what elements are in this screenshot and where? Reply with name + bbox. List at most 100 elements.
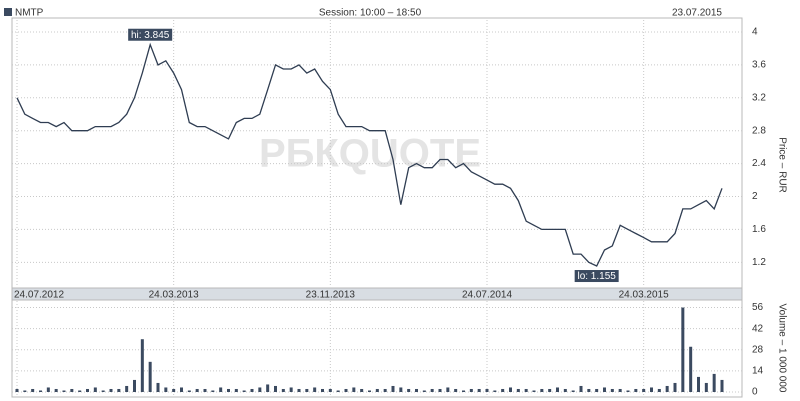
volume-bar [407,388,411,392]
x-tick-label: 24.03.2015 [619,290,669,301]
y-tick-label: 0 [752,387,758,398]
volume-bar [258,387,262,392]
volume-bar [454,388,458,392]
volume-bar [673,382,677,392]
ticker: NMTP [15,8,44,19]
volume-bar [117,388,121,392]
volume-bar [391,385,395,392]
volume-bar [125,385,129,392]
volume-bar [720,379,724,392]
annotation-box [574,270,619,283]
volume-bar [180,387,183,392]
volume-bar [227,388,230,392]
volume-bar [642,388,646,392]
volume-bar [344,388,348,392]
volume-bar [70,388,74,392]
volume-bar [516,388,520,392]
volume-bar [422,390,426,392]
volume-bar [556,387,559,392]
volume-bar [54,388,58,392]
volume-bar [101,390,105,392]
volume-bar [313,387,317,392]
volume-bar [46,387,50,392]
volume-bar [109,388,113,392]
volume-bar [563,388,567,392]
volume-bar [31,388,35,392]
volume-bar [93,387,97,392]
ticker-icon [4,8,12,16]
volume-bar [493,390,497,392]
volume-bar [172,388,176,392]
volume-bar [62,390,66,392]
volume-bar [587,388,591,392]
x-tick-label: 23.11.2013 [306,290,356,301]
volume-bar [485,388,489,392]
volume-bar [430,388,434,392]
volume-bar [618,388,622,392]
y-tick-label: 28 [752,344,764,355]
volume-bar [603,387,606,392]
volume-bar [548,388,552,392]
price-line [16,42,723,267]
volume-bar [78,390,82,392]
volume-bar [501,388,505,392]
axis-title: Price – RUR [776,137,787,193]
volume-bar [681,307,685,392]
volume-bar [595,388,599,392]
volume-bar [187,390,191,392]
volume-bar [712,373,716,392]
y-tick-label: 14 [752,366,764,377]
y-tick-label: 2.8 [752,125,766,136]
volume-bar [195,388,199,392]
volume-bar [297,388,301,392]
volume-bar [689,346,693,392]
volume-bar [321,388,324,392]
volume-bar [657,388,661,392]
y-tick-label: 3.2 [752,92,766,103]
volume-bar [697,376,700,392]
y-tick-label: 2.4 [752,158,766,169]
volume-bar [579,385,583,392]
volume-bar [133,379,136,392]
y-tick-label: 3.6 [752,60,766,71]
volume-bar [610,388,614,392]
volume-bar [164,387,168,392]
y-tick-label: 1.6 [752,224,766,235]
volume-bar [650,387,653,392]
volume-bar [203,388,207,392]
x-tick-label: 24.07.2014 [462,290,512,301]
volume-bar [219,387,223,392]
volume-bar [368,390,371,392]
volume-bar [148,361,152,392]
axis-title: Volume – 1 000 000 [776,304,787,393]
volume-bar [532,390,536,392]
volume-bar [665,385,669,392]
volume-bar [524,388,528,392]
volume-bar [399,387,403,392]
watermark: РБКQUOTE [259,132,481,176]
x-tick-label: 24.03.2013 [149,290,199,301]
volume-bar [305,388,309,392]
volume-bar [266,384,270,392]
annotation-label: lo: 1.155 [577,271,616,282]
volume-bar [211,390,215,392]
volume-bar [289,387,293,392]
x-tick-label: 24.07.2012 [14,290,64,301]
volume-bar [234,388,238,392]
y-tick-label: 42 [752,323,764,334]
volume-bar [477,388,481,392]
volume-bar [634,388,638,392]
annotation-label: hi: 3.845 [131,30,170,41]
volume-bar [250,388,254,392]
date: 23.07.2015 [672,8,722,19]
y-tick-label: 2 [752,191,758,202]
volume-bar [242,390,246,392]
volume-bar [281,388,285,392]
volume-bar [360,388,364,392]
y-tick-label: 4 [752,27,758,38]
volume-bar [375,388,379,392]
volume-bar [446,387,450,392]
volume-bar [415,388,418,392]
